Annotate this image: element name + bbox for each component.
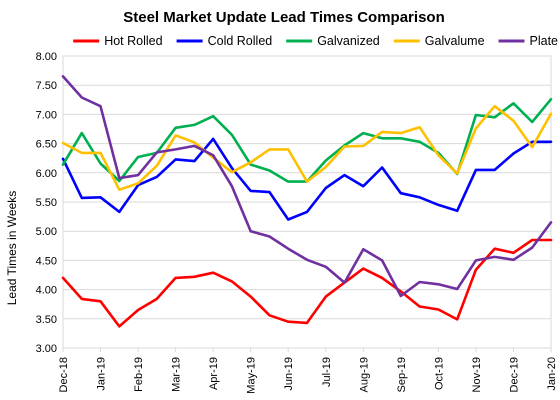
gridlines xyxy=(62,55,552,349)
y-tick-label: 6.00 xyxy=(36,168,57,180)
x-tick-label: Sep-19 xyxy=(396,357,408,392)
y-tick-label: 4.50 xyxy=(36,255,57,267)
y-tick-label: 5.00 xyxy=(36,226,57,238)
x-axis-ticks: Dec-18 Jan-19 Feb-19 Mar-19 Apr-19 May-19 Jun-… xyxy=(58,348,558,394)
y-tick-label: 7.50 xyxy=(36,80,57,92)
y-tick-label: 3.00 xyxy=(36,343,57,355)
series-line-galvalume xyxy=(61,104,553,191)
x-tick-label: Mar-19 xyxy=(171,357,183,392)
legend-label: Hot Rolled xyxy=(104,34,162,48)
x-tick-label: Dec-18 xyxy=(58,357,70,392)
plot-area-border xyxy=(62,55,552,349)
legend-item: Galvanized xyxy=(286,34,380,48)
legend-label: Cold Rolled xyxy=(208,34,273,48)
y-axis-title: Lead Times in Weeks xyxy=(5,191,19,306)
series-line-plate xyxy=(61,75,553,298)
x-tick-label: Feb-19 xyxy=(133,357,145,392)
y-tick-label: 5.50 xyxy=(36,197,57,209)
legend-item: Cold Rolled xyxy=(176,34,273,48)
y-tick-label: 8.00 xyxy=(36,51,57,63)
y-axis-ticks: 3.00 3.50 4.00 4.50 5.00 5.50 6.00 6.50 7.00 7.50… xyxy=(36,51,57,355)
legend-label: Plate xyxy=(530,34,559,48)
legend: Hot Rolled Cold Rolled Galvanized Galvalume… xyxy=(73,34,558,48)
legend-item: Plate xyxy=(498,34,559,48)
chart-title: Steel Market Update Lead Times Compariso… xyxy=(123,9,444,26)
legend-item: Galvalume xyxy=(393,34,485,48)
x-tick-label: Nov-19 xyxy=(471,357,483,392)
x-tick-label: Oct-19 xyxy=(433,357,445,390)
legend-item: Hot Rolled xyxy=(73,34,163,48)
x-tick-label: Aug-19 xyxy=(358,357,370,392)
x-tick-label: Jun-19 xyxy=(283,357,295,391)
legend-label: Galvalume xyxy=(425,34,485,48)
x-tick-label: Jan-20 xyxy=(546,357,558,391)
x-tick-label: Dec-19 xyxy=(508,357,520,392)
x-tick-label: Jul-19 xyxy=(321,357,333,387)
x-tick-label: May-19 xyxy=(246,357,258,394)
legend-label: Galvanized xyxy=(317,34,380,48)
y-tick-label: 6.50 xyxy=(36,139,57,151)
y-tick-label: 4.00 xyxy=(36,285,57,297)
y-tick-label: 3.50 xyxy=(36,314,57,326)
x-tick-label: Jan-19 xyxy=(96,357,108,391)
series-line-cold-rolled xyxy=(61,137,553,221)
series-line-hot-rolled xyxy=(61,238,553,328)
x-tick-label: Apr-19 xyxy=(208,357,220,390)
y-tick-label: 7.00 xyxy=(36,109,57,121)
series-lines xyxy=(61,75,553,328)
